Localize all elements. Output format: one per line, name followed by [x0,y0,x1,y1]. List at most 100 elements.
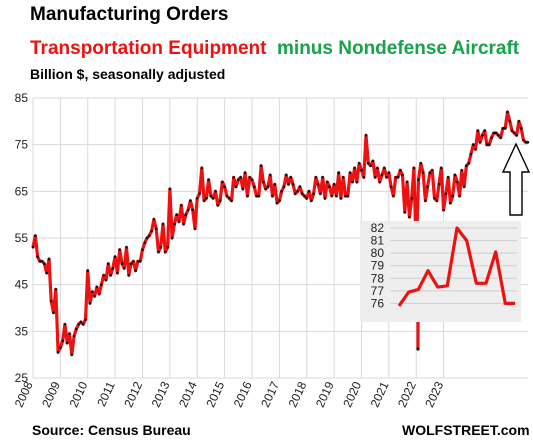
data-point [205,197,208,200]
data-point [296,190,299,193]
data-point [175,213,178,216]
data-point [314,176,318,179]
data-point [494,131,498,135]
data-point [456,180,459,184]
x-tick-label: 2013 [149,379,173,409]
data-point [129,262,133,266]
data-point [259,164,263,167]
data-point [346,194,350,198]
data-point [170,236,174,240]
data-point [321,176,325,179]
data-point [517,120,521,123]
data-point [38,260,42,263]
data-point [75,327,78,331]
data-point [246,194,249,198]
data-point [273,183,277,186]
main-series-line [31,110,528,357]
data-point [513,131,516,135]
data-point [230,199,233,202]
data-point [339,197,343,200]
data-point [440,166,443,170]
data-point [177,220,181,223]
data-point [460,169,464,172]
data-point [351,180,354,184]
data-point [61,339,64,343]
data-point [157,250,160,254]
data-point [214,190,217,193]
data-point [65,341,69,345]
data-point [120,262,124,266]
data-point [200,166,204,170]
x-tick-label: 2014 [176,379,200,409]
chart-subtitle: Transportation Equipment minus Nondefens… [30,38,519,60]
data-point [310,199,313,202]
data-point [300,192,304,195]
data-point [234,185,238,188]
data-point [487,143,491,146]
data-point [476,129,480,132]
data-point [102,274,105,277]
data-point [86,269,89,273]
data-point [161,222,165,226]
data-point [383,166,386,170]
data-point [337,171,341,174]
data-point [189,199,192,202]
data-point [232,176,235,179]
data-point [357,162,361,165]
data-point [253,185,256,188]
data-point [49,299,53,303]
data-point [134,269,137,273]
data-point [289,176,293,179]
data-point [526,141,530,144]
data-point [195,197,199,200]
data-point [348,171,352,174]
data-point [435,199,439,202]
data-point [403,211,407,214]
data-point [225,194,229,198]
data-point [145,236,149,240]
data-point [392,194,395,198]
data-point [221,180,224,184]
data-point [451,194,455,198]
data-point [191,208,194,212]
data-point [469,152,473,156]
x-tick-label: 2018 [285,379,309,409]
data-point [380,173,384,177]
x-tick-label: 2009 [39,379,63,409]
data-point [284,173,288,177]
data-point [467,162,471,165]
data-point [394,176,398,179]
data-point [412,166,416,170]
data-point [510,129,514,132]
source-label: Source: Census Bureau [32,422,191,438]
inset-tick-label: 82 [371,221,385,235]
data-point [330,194,334,198]
data-point [136,260,140,263]
data-point [405,180,409,184]
data-point [143,241,147,244]
data-point [54,288,58,291]
data-point [45,271,48,275]
data-point [367,162,370,165]
inset-background [360,221,521,322]
data-point [148,234,151,237]
data-point [237,178,240,181]
x-tick-label: 2021 [368,379,392,409]
data-point [492,131,496,135]
data-point [446,176,450,179]
data-point [499,136,502,139]
data-point [118,248,121,251]
y-tick-label: 65 [15,184,29,198]
data-point [371,159,375,163]
data-point [72,334,76,338]
data-point [84,318,87,322]
data-point [56,351,60,354]
data-point [501,127,505,130]
data-point [444,192,448,195]
data-point [109,274,112,277]
data-point [490,136,493,139]
data-point [399,169,402,172]
data-point [193,227,197,230]
data-point [43,262,46,266]
data-point [40,260,44,263]
